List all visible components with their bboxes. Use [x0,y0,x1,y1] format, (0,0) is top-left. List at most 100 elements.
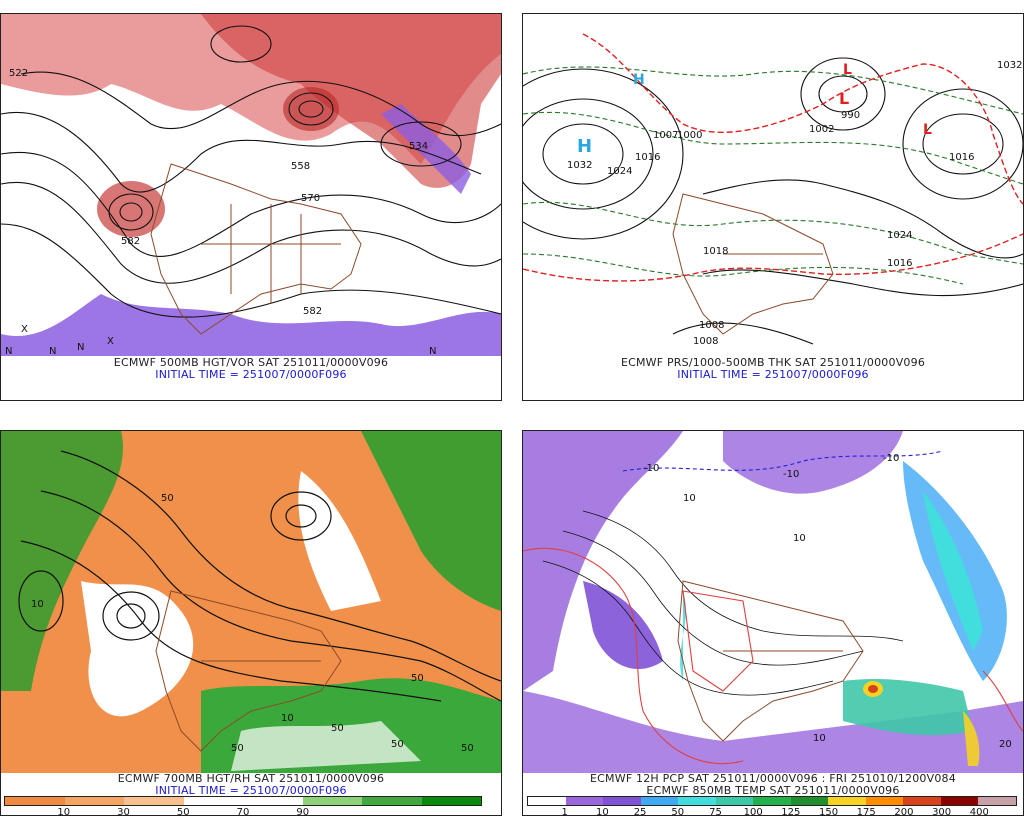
legend-tick-label: 175 [856,807,876,818]
wind-marker: N [5,346,12,357]
legend-swatch [362,797,422,805]
contour-label: 1002 [809,124,834,135]
precip-legend-ticks: 1 10 25 50 75 100 125 150 175 200 300 400 [527,807,1017,819]
contour-label: 1016 [887,258,912,269]
legend-swatch [640,797,679,805]
legend-swatch [565,797,604,805]
contour-label: 1008 [699,320,724,331]
contour-label: -10 [783,469,799,480]
contour-label: 20 [999,739,1012,750]
wind-marker: X [21,324,28,335]
rh-legend-ticks: 10 30 50 70 90 [4,807,482,819]
contour-label: 534 [409,141,428,152]
legend-swatch [753,797,791,805]
panel-500mb-hgt-vor: 522 582 570 558 534 582 N N N X X N ECMW… [0,13,502,401]
contour-label: 50 [331,723,344,734]
contour-label: 1008 [693,336,718,347]
panel-caption-line2: ECMWF 850MB TEMP SAT 251011/0000V096 [646,784,900,797]
legend-swatch [5,797,65,805]
contour-label: 558 [291,161,310,172]
contour-label: 1000 [677,130,702,141]
high-pressure-label: H [577,136,592,157]
contour-label: 1007 [653,130,678,141]
legend-tick-label: 100 [743,807,763,818]
panel-caption-line1: ECMWF 500MB HGT/VOR SAT 251011/0000V096 [113,356,389,369]
precip-color-legend [527,796,1017,806]
legend-swatch [528,797,566,805]
high-pressure-label: H [633,72,645,88]
legend-swatch [678,797,716,805]
legend-swatch [243,797,303,805]
low-pressure-label: L [839,89,849,108]
contour-label: 522 [9,68,28,79]
legend-swatch [790,797,829,805]
legend-tick-label: 70 [236,807,250,818]
contour-label: 1016 [949,152,974,163]
map-pcp-temp: -10 -10 -10 10 10 10 20 [523,431,1023,773]
legend-tick-label: 25 [633,807,647,818]
contour-label: 10 [281,713,294,724]
legend-swatch [865,797,904,805]
contour-label: -10 [643,463,659,474]
low-pressure-label: L [923,122,932,138]
contour-label: 10 [813,733,826,744]
contour-label: 10 [31,599,44,610]
legend-tick-label: 30 [117,807,130,818]
contour-label: 50 [391,739,404,750]
legend-swatch [978,797,1016,805]
contour-label: 10 [793,533,806,544]
contour-label: 50 [161,493,174,504]
contour-label: 50 [231,743,244,754]
wind-marker: N [49,346,56,357]
contour-label: 1018 [703,246,728,257]
panel-700mb-hgt-rh: 10 50 50 10 50 50 50 50 ECMWF 700MB HGT/… [0,430,502,816]
legend-tick-label: 50 [671,807,685,818]
contour-label: -10 [883,453,899,464]
contour-label: 582 [303,306,322,317]
legend-tick-label: 75 [709,807,722,818]
contour-label: 1016 [635,152,660,163]
legend-swatch [603,797,641,805]
wind-marker: X [107,336,114,347]
map-prs-thk: H H L L L 1032 1024 1016 1000 1007 990 1… [523,14,1023,356]
legend-tick-label: 150 [818,807,839,818]
contour-label: 570 [301,193,320,204]
contour-label: 1032 [567,160,592,171]
legend-swatch [828,797,866,805]
wind-marker: N [77,342,84,353]
rh-color-legend [4,796,482,806]
legend-swatch [183,797,243,805]
panel-prs-thk: H H L L L 1032 1024 1016 1000 1007 990 1… [522,13,1024,401]
legend-swatch [940,797,979,805]
contour-label: 1024 [887,230,912,241]
legend-swatch [715,797,754,805]
low-pressure-label: L [843,62,852,78]
legend-tick-label: 200 [894,807,914,818]
panel-caption-line1: ECMWF 700MB HGT/RH SAT 251011/0000V096 [117,772,385,785]
legend-tick-label: 10 [57,807,71,818]
contour-label: 1024 [607,166,632,177]
legend-swatch [903,797,941,805]
legend-tick-label: 50 [176,807,190,818]
contour-label: 10 [683,493,696,504]
panel-caption-line2: INITIAL TIME = 251007/0000F096 [677,368,869,381]
contour-label: 990 [841,110,860,121]
contour-label: 50 [411,673,424,684]
legend-tick-label: 400 [969,807,989,818]
legend-tick-label: 300 [932,807,952,818]
panel-caption-line2: INITIAL TIME = 251007/0000F096 [155,368,347,381]
map-700mb: 10 50 50 10 50 50 50 50 [1,431,501,773]
contour-label: 582 [121,236,140,247]
legend-tick-label: 10 [596,807,609,818]
legend-tick-label: 1 [561,807,568,818]
wind-marker: N [429,346,436,357]
panel-caption-line1: ECMWF 12H PCP SAT 251011/0000V096 : FRI … [590,772,956,785]
legend-tick-label: 125 [781,807,801,818]
panel-12h-pcp-850mb-temp: -10 -10 -10 10 10 10 20 ECMWF 12H PCP SA… [522,430,1024,816]
legend-swatch [124,797,184,805]
legend-tick-label: 90 [296,807,310,818]
panel-caption-line1: ECMWF PRS/1000-500MB THK SAT 251011/0000… [620,356,926,369]
contour-label: 1032 [997,60,1022,71]
legend-swatch [302,797,362,805]
map-500mb: 522 582 570 558 534 582 N N N X X N [1,14,501,357]
